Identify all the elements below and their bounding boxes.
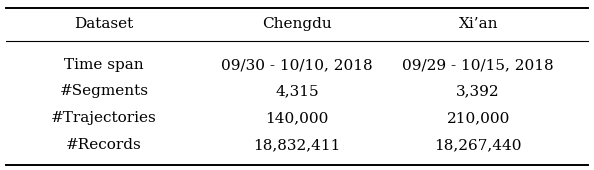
Text: 140,000: 140,000: [266, 111, 328, 125]
Text: 18,267,440: 18,267,440: [434, 138, 522, 152]
Text: Xi’an: Xi’an: [459, 17, 498, 31]
Text: 3,392: 3,392: [456, 84, 500, 98]
Text: 09/30 - 10/10, 2018: 09/30 - 10/10, 2018: [221, 58, 373, 72]
Text: 09/29 - 10/15, 2018: 09/29 - 10/15, 2018: [402, 58, 554, 72]
Text: Chengdu: Chengdu: [262, 17, 332, 31]
Text: Dataset: Dataset: [74, 17, 134, 31]
Text: #Segments: #Segments: [59, 84, 148, 98]
Text: 210,000: 210,000: [447, 111, 510, 125]
Text: #Records: #Records: [66, 138, 142, 152]
Text: 4,315: 4,315: [275, 84, 319, 98]
Text: 18,832,411: 18,832,411: [253, 138, 341, 152]
Text: #Trajectories: #Trajectories: [51, 111, 157, 125]
Text: Time span: Time span: [64, 58, 144, 72]
